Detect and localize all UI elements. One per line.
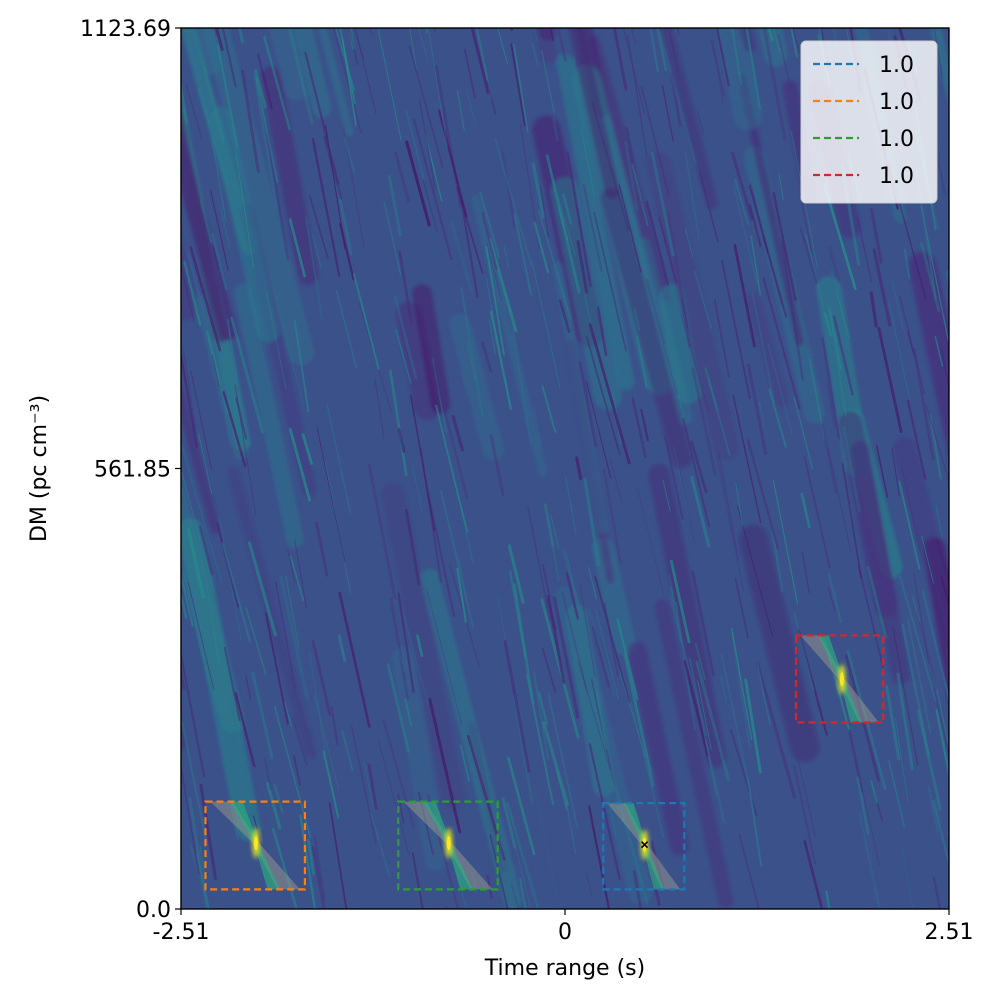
y-tick-label: 0.0 — [136, 898, 171, 923]
y-tick-label: 561.85 — [94, 457, 171, 482]
y-tick-label: 1123.69 — [80, 17, 171, 42]
legend: 1.0 1.0 1.0 1.0 — [800, 40, 938, 204]
detection-boxes — [204, 634, 885, 891]
x-tick-label: 0 — [558, 920, 572, 945]
heatmap-texture — [181, 28, 949, 909]
signal-peak-core — [446, 836, 451, 851]
x-axis-label: Time range (s) — [484, 956, 645, 981]
y-axis-label: DM (pc cm⁻³) — [27, 395, 52, 542]
legend-box — [800, 40, 938, 204]
detection-2 — [204, 800, 307, 891]
signal-peak-core — [839, 672, 844, 687]
signal-core — [817, 635, 862, 723]
legend-label-2: 1.0 — [879, 90, 914, 115]
detection-1 — [602, 802, 686, 891]
detection-box-3 — [397, 800, 499, 891]
detection-box-1 — [602, 802, 686, 891]
x-tick-label: -2.51 — [153, 920, 210, 945]
detection-box-2 — [204, 800, 307, 891]
peak-marker — [640, 841, 649, 849]
detection-3 — [397, 800, 499, 891]
legend-label-4: 1.0 — [879, 164, 914, 189]
legend-label-3: 1.0 — [879, 127, 914, 152]
detection-4 — [794, 634, 885, 724]
x-tick-label: 2.51 — [925, 920, 974, 945]
axes: -2.51 0 2.51 0.0 561.85 1123.69 — [80, 17, 973, 945]
signal-peak-core — [253, 836, 258, 851]
legend-label-1: 1.0 — [879, 53, 914, 78]
